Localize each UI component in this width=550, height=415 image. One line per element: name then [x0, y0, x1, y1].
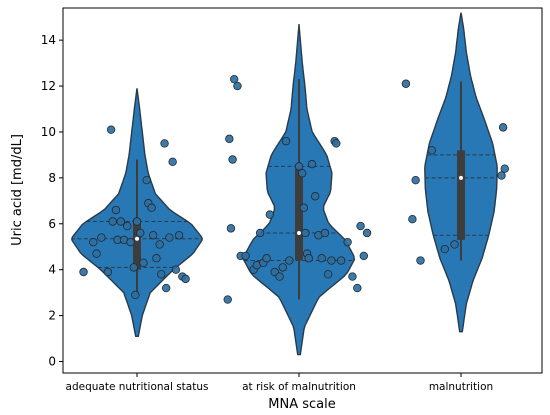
data-point — [497, 171, 506, 180]
median-marker — [459, 175, 463, 180]
data-point — [327, 256, 336, 265]
data-point — [92, 249, 101, 258]
x-axis-title: MNA scale — [268, 397, 335, 412]
data-point — [450, 240, 459, 249]
y-tick-label: 8 — [48, 171, 56, 185]
data-point — [225, 134, 234, 144]
data-point — [103, 267, 113, 277]
x-tick-label: malnutrition — [429, 381, 493, 393]
data-point — [320, 228, 330, 238]
data-point — [294, 162, 304, 171]
data-point — [142, 175, 151, 185]
data-point — [241, 251, 250, 261]
data-point — [317, 254, 326, 263]
data-point — [165, 233, 174, 242]
data-point — [157, 270, 166, 279]
data-point — [348, 272, 357, 281]
data-point — [262, 254, 271, 263]
box-iqr — [133, 219, 141, 270]
data-point — [116, 217, 125, 226]
data-point — [304, 254, 313, 263]
data-point — [123, 221, 132, 231]
data-point — [416, 256, 425, 265]
data-point — [223, 295, 232, 304]
data-point — [299, 203, 309, 212]
data-point — [97, 233, 106, 242]
data-point — [255, 228, 265, 238]
data-point — [411, 175, 420, 185]
data-point — [79, 267, 88, 277]
data-point — [111, 205, 121, 215]
y-tick-label: 0 — [48, 355, 56, 369]
data-point — [275, 272, 284, 281]
y-tick-label: 4 — [48, 263, 56, 277]
data-point — [500, 164, 509, 173]
data-point — [353, 283, 362, 293]
data-point — [311, 192, 320, 201]
x-ticks: adequate nutritional status at risk of ma… — [66, 373, 493, 393]
data-point — [108, 217, 117, 226]
data-point — [136, 228, 145, 238]
data-point — [401, 79, 411, 88]
data-point — [427, 146, 437, 155]
data-point — [408, 214, 417, 224]
data-point — [168, 157, 177, 167]
data-point — [131, 290, 140, 300]
data-point — [126, 237, 135, 247]
data-point — [160, 139, 169, 148]
data-point — [181, 274, 190, 284]
data-point — [233, 81, 242, 91]
data-point — [139, 258, 148, 268]
data-point — [440, 244, 449, 254]
y-tick-label: 12 — [41, 79, 56, 93]
y-ticks: 0 2 4 6 8 10 12 14 — [41, 33, 63, 369]
box-iqr — [295, 168, 303, 261]
data-point — [106, 125, 116, 134]
x-tick-label: adequate nutritional status — [66, 381, 209, 393]
data-point — [336, 256, 346, 265]
median-marker — [297, 230, 301, 235]
y-tick-label: 2 — [48, 309, 56, 323]
data-point — [278, 263, 287, 272]
data-point — [285, 256, 294, 265]
y-axis-title: Uric acid [md/dL] — [10, 134, 25, 246]
data-point — [359, 251, 368, 261]
y-tick-label: 10 — [41, 125, 56, 139]
data-point — [298, 169, 307, 178]
data-point — [171, 265, 181, 274]
data-point — [307, 159, 317, 169]
data-point — [132, 217, 142, 226]
data-point — [174, 231, 184, 240]
plot-frame — [62, 7, 543, 374]
data-point — [362, 228, 372, 238]
x-tick-label: at risk of malnutrition — [242, 381, 356, 393]
data-point — [89, 237, 98, 247]
data-point — [152, 254, 161, 263]
data-point — [498, 123, 508, 132]
y-tick-label: 14 — [41, 33, 56, 47]
data-point — [265, 210, 275, 219]
points-layer — [79, 74, 509, 304]
data-point — [332, 139, 341, 148]
data-point — [226, 224, 236, 233]
data-point — [281, 136, 291, 146]
data-point — [343, 237, 352, 247]
data-point — [147, 203, 156, 212]
data-point — [356, 221, 365, 231]
data-point — [161, 283, 171, 293]
data-point — [229, 74, 239, 84]
data-point — [228, 155, 237, 164]
box-iqr — [457, 150, 465, 240]
data-point — [155, 240, 164, 249]
median-marker — [135, 236, 139, 241]
y-tick-label: 6 — [48, 217, 56, 231]
data-point — [301, 228, 310, 238]
data-point — [129, 263, 138, 272]
data-point — [323, 270, 333, 279]
data-point — [148, 231, 158, 240]
